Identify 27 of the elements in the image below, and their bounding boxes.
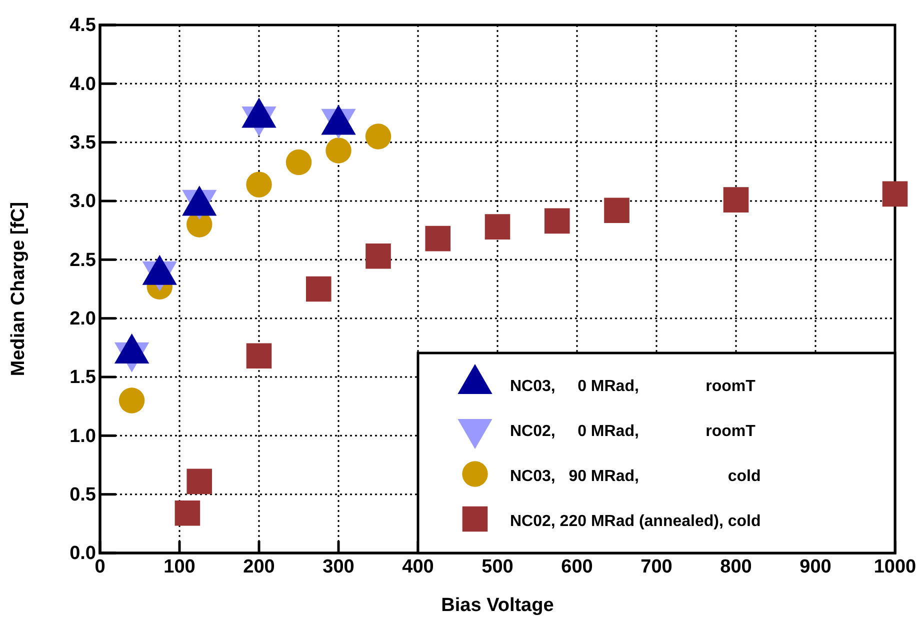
x-tick-label: 200 [243,556,275,578]
x-tick-label: 1000 [874,556,916,578]
y-tick-label: 0.0 [70,543,96,564]
x-tick-label: 300 [322,556,354,578]
x-tick-label: 700 [640,556,672,578]
x-tick-label: 900 [800,556,832,578]
x-tick-label: 100 [164,556,196,578]
y-axis-title: Median Charge [fC] [8,202,29,376]
y-tick-label: 1.0 [70,426,96,447]
y-tick-label: 2.5 [70,250,96,271]
x-tick-label: 400 [402,556,434,578]
x-tick-label: 500 [482,556,514,578]
y-tick-label: 0.5 [70,484,96,506]
x-tick-label: 800 [720,556,752,578]
y-tick-label: 4.5 [70,15,96,36]
legend-label: NC02, 0 MRad, roomT [510,423,756,440]
x-tick-label: 0 [94,556,106,578]
x-tick-label: 600 [561,556,593,578]
y-tick-label: 4.0 [70,74,96,95]
y-tick-label: 1.5 [70,367,96,388]
y-tick-label: 3.5 [70,132,96,154]
legend-label: NC02, 220 MRad (annealed), cold [510,513,761,530]
y-tick-label: 2.0 [70,308,96,330]
legend-label: NC03, 90 MRad, cold [510,468,761,485]
x-axis-title: Bias Voltage [441,595,554,616]
legend-label: NC03, 0 MRad, roomT [510,378,756,395]
y-tick-label: 3.0 [70,191,96,212]
